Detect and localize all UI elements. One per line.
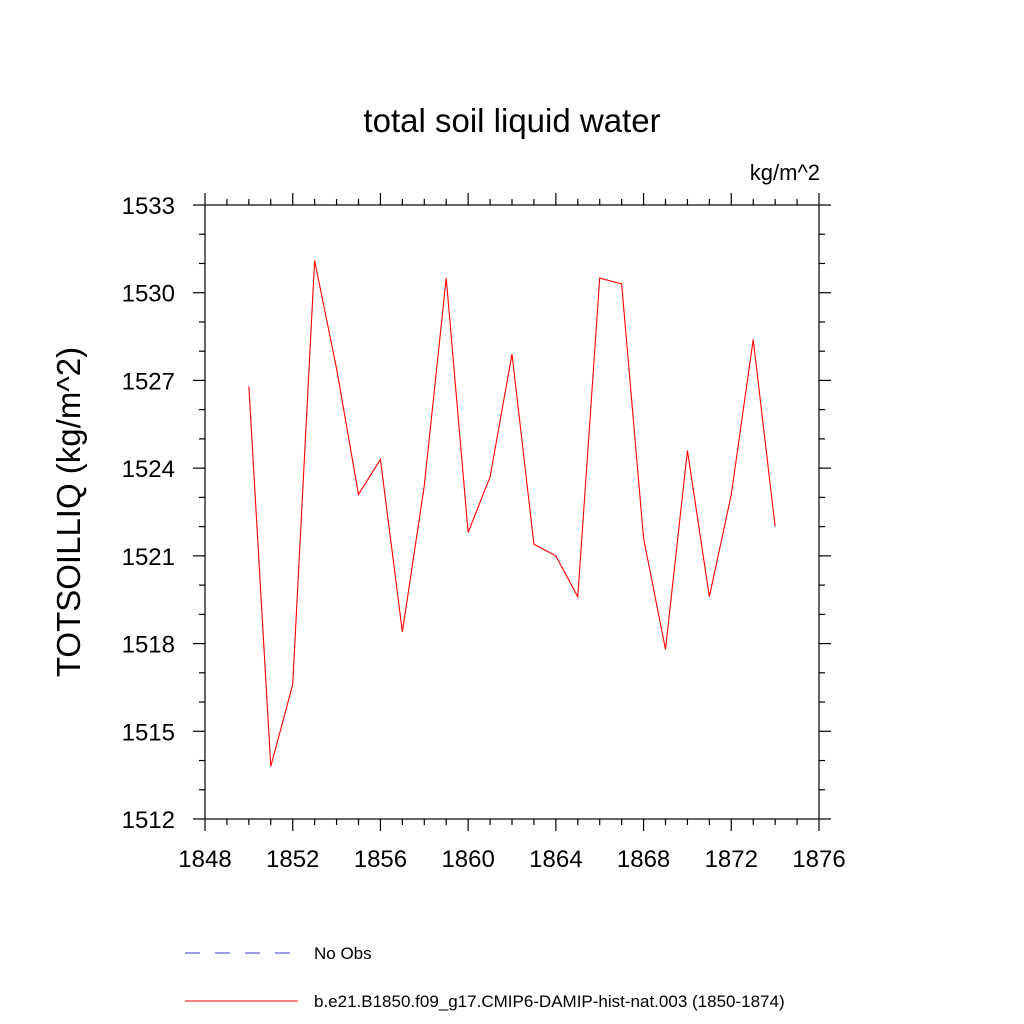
x-tick-label: 1848 (178, 846, 231, 873)
legend: No Obs b.e21.B1850.f09_g17.CMIP6-DAMIP-hi… (185, 944, 785, 1011)
y-tick-label: 1527 (122, 368, 175, 395)
legend-label-0: No Obs (314, 944, 372, 963)
x-tick-label: 1852 (266, 846, 319, 873)
y-tick-label: 1533 (122, 193, 175, 220)
y-tick-label: 1524 (122, 456, 175, 483)
y-axis-label: TOTSOILLIQ (kg/m^2) (50, 347, 87, 677)
series-layer (248, 260, 776, 767)
y-tick-label: 1512 (122, 807, 175, 834)
x-tick-label: 1864 (529, 846, 582, 873)
series-line-0 (248, 260, 776, 767)
plot-frame (204, 204, 820, 820)
x-tick-label: 1868 (617, 846, 670, 873)
x-tick-label: 1860 (441, 846, 494, 873)
y-tick-label: 1530 (122, 281, 175, 308)
units-label: kg/m^2 (750, 160, 820, 185)
y-tick-label: 1515 (122, 719, 175, 746)
x-tick-label: 1872 (705, 846, 758, 873)
axis-ticks: 1848 1852 1856 1860 1864 1868 1872 1876 1512 1515… (122, 193, 846, 873)
chart-title: total soil liquid water (363, 102, 660, 139)
y-tick-label: 1518 (122, 632, 175, 659)
y-tick-label: 1521 (122, 544, 175, 571)
legend-label-1: b.e21.B1850.f09_g17.CMIP6-DAMIP-hist-nat… (314, 992, 785, 1011)
x-tick-label: 1856 (354, 846, 407, 873)
x-tick-label: 1876 (792, 846, 845, 873)
